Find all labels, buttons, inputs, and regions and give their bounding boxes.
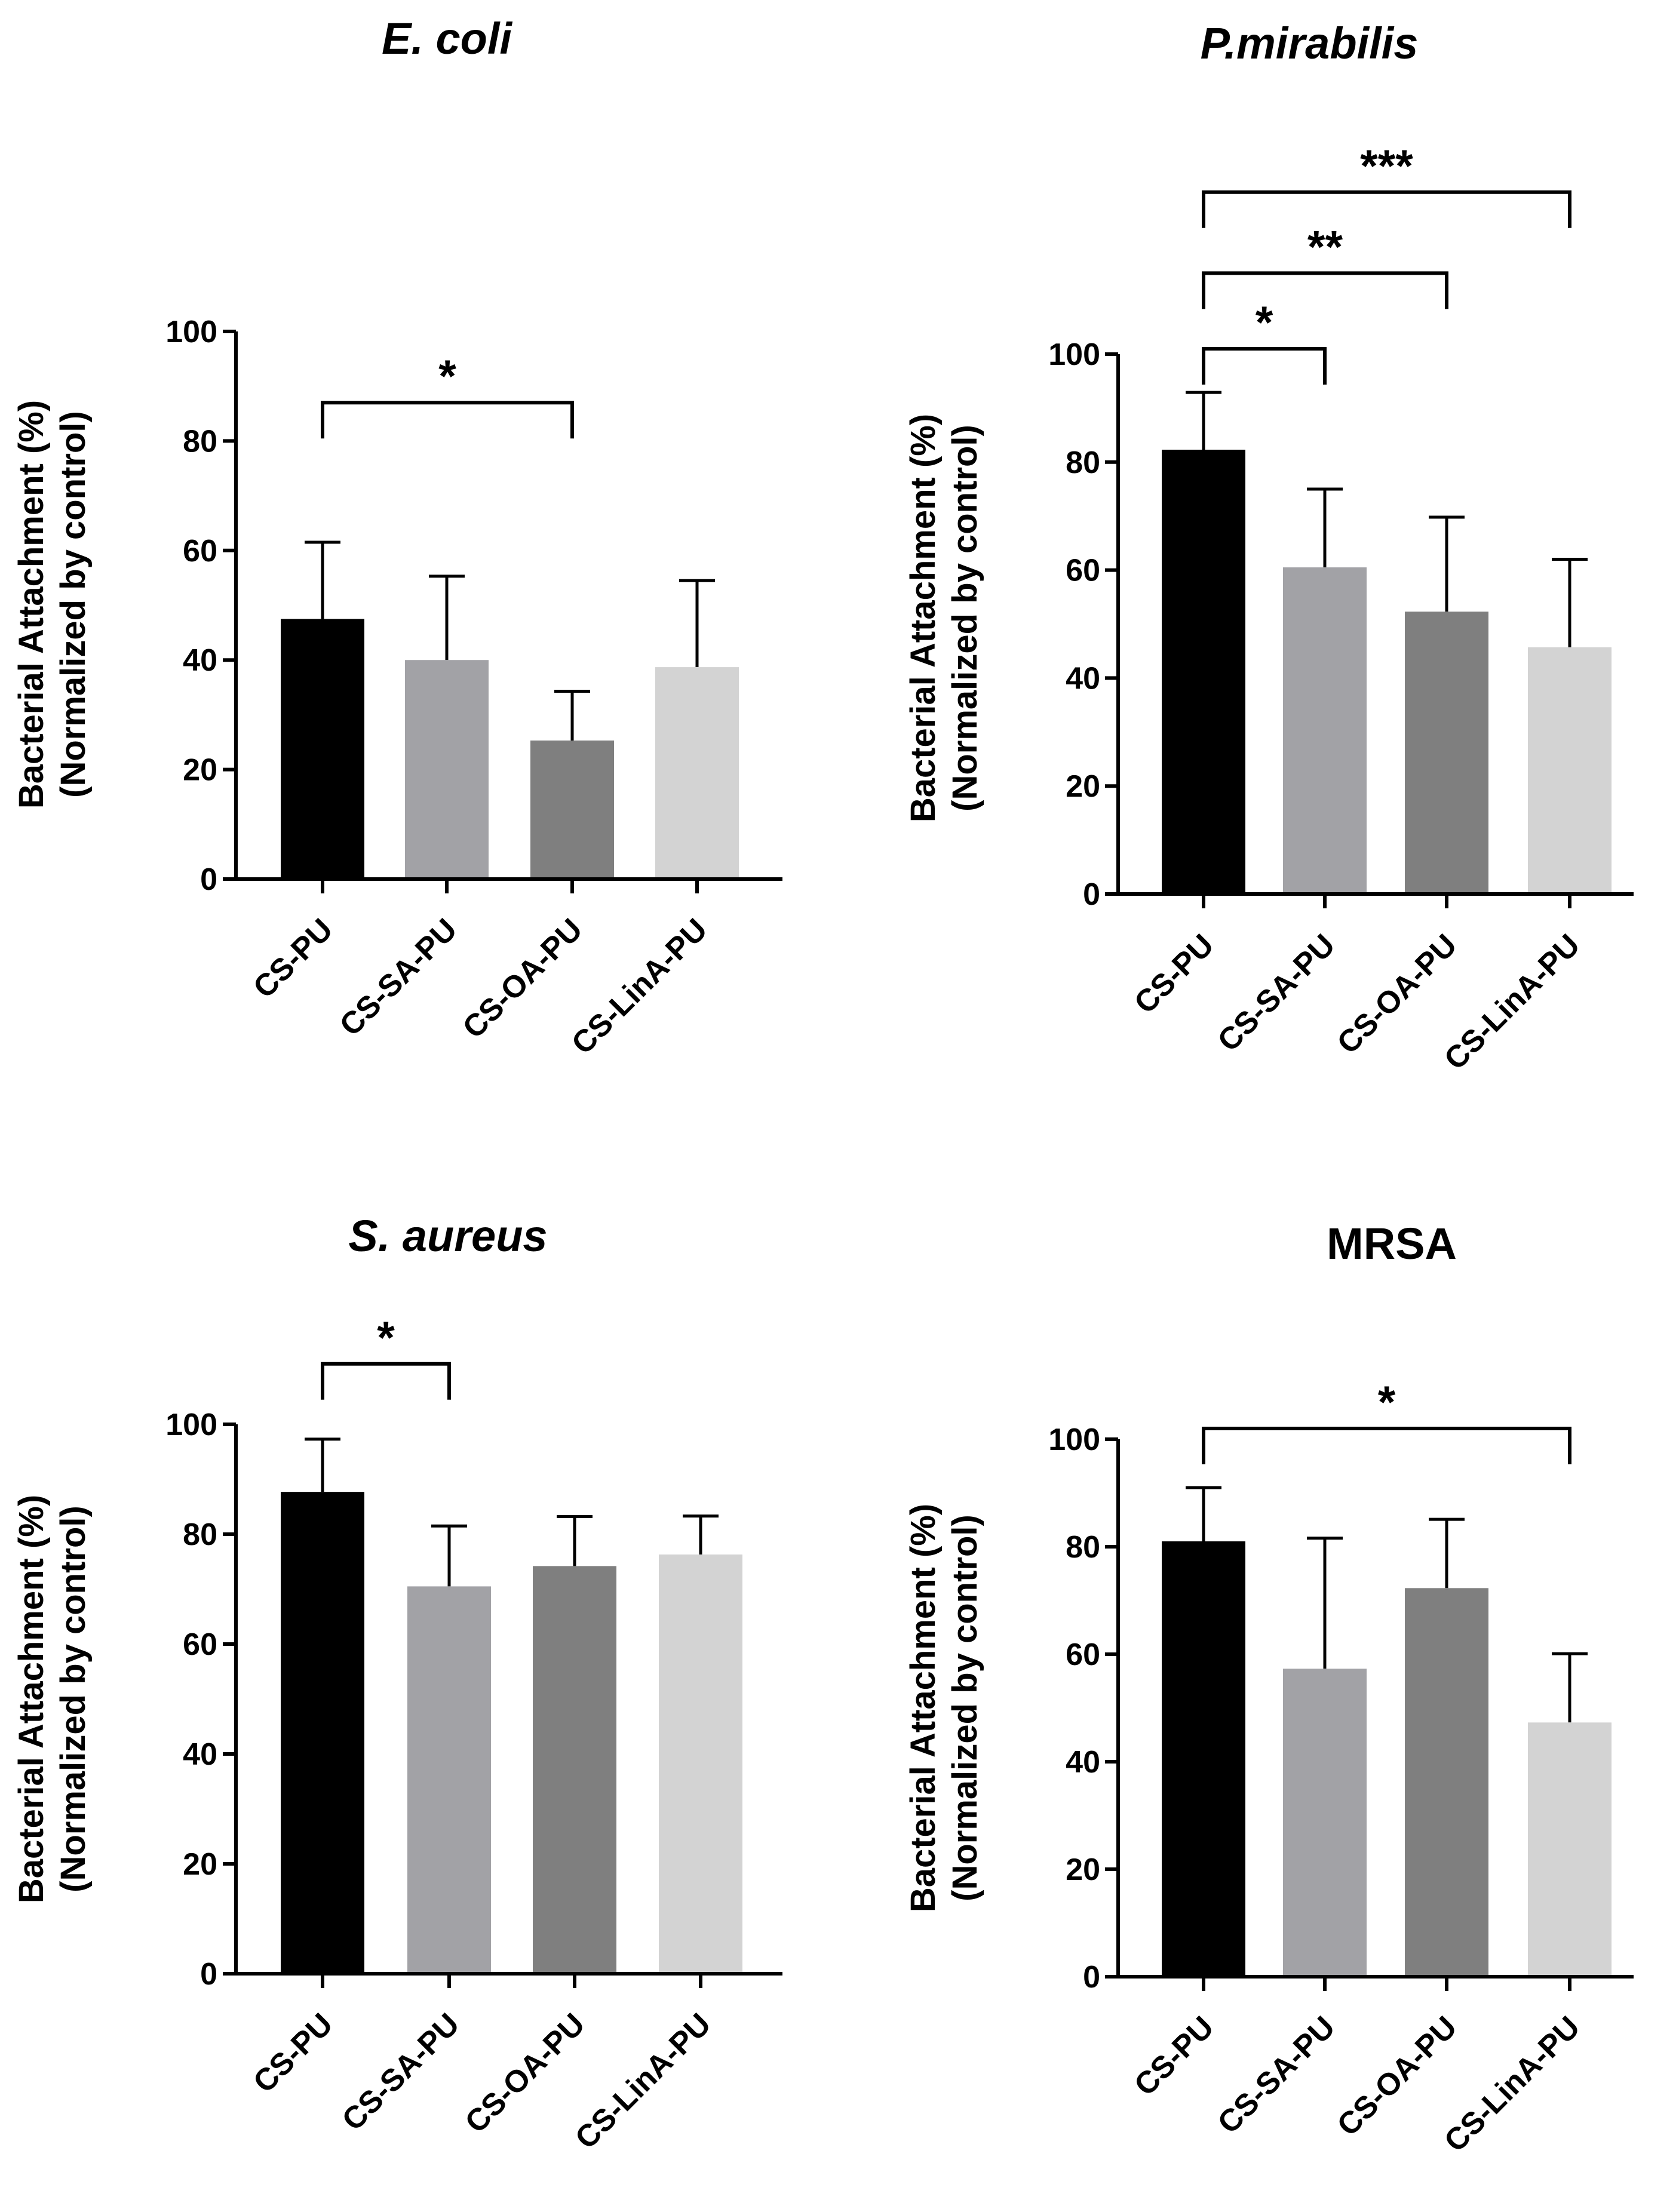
y-axis-label: Bacterial Attachment (%) (Normalized by c… — [904, 1504, 984, 1912]
x-category-label: CS-PU — [247, 912, 339, 1004]
significance-bracket — [1202, 190, 1571, 228]
x-category-label: CS-PU — [1128, 927, 1220, 1020]
x-category-label: CS-OA-PU — [456, 912, 590, 1045]
bar — [530, 740, 614, 879]
y-axis-label-line2: (Normalized by control) — [946, 425, 984, 812]
significance-bracket — [1202, 346, 1327, 385]
y-tick-label: 0 — [200, 862, 217, 897]
y-tick-label: 60 — [183, 534, 217, 569]
y-tick-label: 100 — [1048, 337, 1100, 372]
bar — [1162, 450, 1245, 894]
y-tick-label: 20 — [1066, 769, 1100, 804]
chart-panel: MRSA Bacterial Attachment (%) (Normalized … — [904, 1219, 1634, 2159]
y-tick-label: 100 — [1048, 1423, 1100, 1457]
y-axis-label-line1: Bacterial Attachment (%) — [12, 400, 51, 809]
chart-panel: E. coli Bacterial Attachment (%) (Normaliz… — [12, 14, 782, 1061]
bar — [1283, 567, 1367, 894]
bar — [1162, 1541, 1245, 1977]
y-tick-label: 40 — [1066, 1745, 1100, 1780]
y-tick-label: 0 — [1083, 877, 1100, 912]
y-axis-label-line2: (Normalized by control) — [54, 411, 93, 798]
y-axis-label: Bacterial Attachment (%) (Normalized by c… — [904, 414, 984, 822]
significance-label: *** — [1360, 141, 1413, 192]
bar — [1405, 612, 1488, 894]
y-tick-label: 40 — [183, 643, 217, 678]
y-tick-label: 60 — [1066, 554, 1100, 588]
y-tick-label: 100 — [165, 1408, 217, 1442]
bar — [1283, 1669, 1367, 1977]
y-tick-label: 20 — [183, 753, 217, 788]
significance-label: * — [438, 351, 456, 402]
significance-bracket — [1202, 1427, 1571, 1464]
bar — [533, 1566, 616, 1974]
y-tick-label: 60 — [183, 1627, 217, 1662]
x-category-label: CS-LinA-PU — [569, 2007, 717, 2155]
y-tick-label: 0 — [1083, 1960, 1100, 1995]
bar — [659, 1554, 742, 1974]
significance-label: ** — [1307, 222, 1343, 272]
x-category-label: CS-SA-PU — [333, 912, 464, 1043]
y-tick-label: 80 — [1066, 446, 1100, 480]
significance-bracket — [321, 401, 574, 439]
chart-title: MRSA — [1327, 1219, 1457, 1268]
bar — [407, 1586, 491, 1974]
x-category-label: CS-LinA-PU — [565, 912, 714, 1061]
x-category-label: CS-SA-PU — [1211, 2010, 1342, 2140]
y-axis-label-line1: Bacterial Attachment (%) — [904, 414, 943, 822]
y-axis-label-line2: (Normalized by control) — [946, 1514, 984, 1901]
y-tick-label: 40 — [1066, 661, 1100, 696]
bar — [405, 660, 489, 879]
bar — [281, 1492, 364, 1974]
x-category-label: CS-PU — [1128, 2010, 1220, 2102]
y-axis-label-line1: Bacterial Attachment (%) — [12, 1495, 51, 1903]
bar — [655, 667, 739, 879]
chart-panel: P.mirabilis Bacterial Attachment (%) (Norm… — [904, 19, 1634, 1077]
y-tick-label: 40 — [183, 1737, 217, 1772]
significance-label: * — [1378, 1377, 1396, 1428]
y-tick-label: 80 — [183, 1517, 217, 1552]
bar — [281, 619, 364, 879]
x-category-label: CS-SA-PU — [1211, 927, 1342, 1058]
y-tick-label: 20 — [1066, 1852, 1100, 1887]
x-category-label: CS-SA-PU — [336, 2007, 466, 2137]
x-category-label: CS-OA-PU — [459, 2007, 592, 2140]
y-tick-label: 0 — [200, 1957, 217, 1992]
chart-title: S. aureus — [348, 1211, 547, 1261]
x-category-label: CS-OA-PU — [1331, 927, 1464, 1061]
y-tick-label: 100 — [165, 315, 217, 349]
y-axis-label: Bacterial Attachment (%) (Normalized by c… — [12, 400, 93, 809]
x-category-label: CS-PU — [247, 2007, 339, 2099]
chart-panel: S. aureus Bacterial Attachment (%) (Normal… — [12, 1211, 782, 2156]
y-axis-label-line2: (Normalized by control) — [54, 1506, 93, 1893]
chart-title: E. coli — [382, 14, 512, 63]
significance-label: * — [377, 1313, 395, 1363]
significance-bracket — [1202, 271, 1448, 309]
y-axis-label: Bacterial Attachment (%) (Normalized by c… — [12, 1495, 93, 1903]
bar — [1405, 1588, 1488, 1977]
chart-title: P.mirabilis — [1201, 19, 1419, 68]
y-tick-label: 20 — [183, 1847, 217, 1882]
y-axis-label-line1: Bacterial Attachment (%) — [904, 1504, 943, 1912]
significance-bracket — [321, 1362, 451, 1400]
x-category-label: CS-OA-PU — [1331, 2010, 1464, 2143]
y-tick-label: 80 — [1066, 1530, 1100, 1565]
significance-label: * — [1256, 297, 1273, 348]
bar — [1528, 647, 1612, 894]
y-tick-label: 60 — [1066, 1638, 1100, 1672]
bar — [1528, 1722, 1612, 1977]
y-tick-label: 80 — [183, 424, 217, 459]
